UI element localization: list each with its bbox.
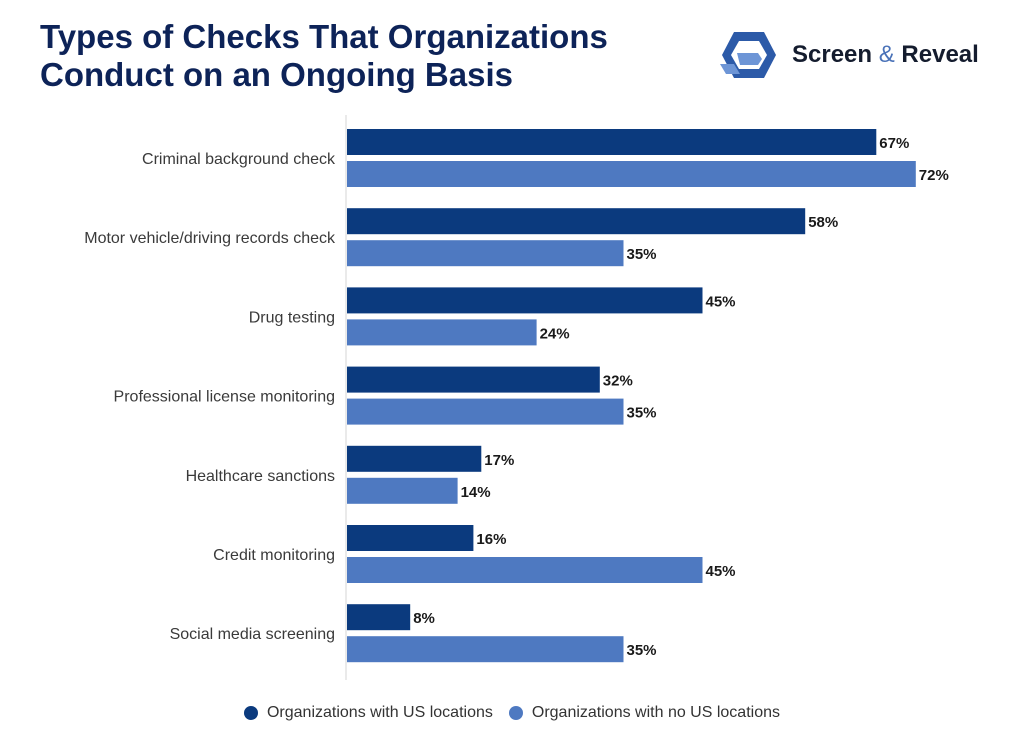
brand-logo: Screen & Reveal xyxy=(720,30,979,80)
category-label: Social media screening xyxy=(170,626,335,643)
bar-us xyxy=(347,366,600,393)
brand-name-part-2: Reveal xyxy=(901,41,979,68)
bar-non-us xyxy=(347,240,624,267)
legend-swatch-us xyxy=(243,706,258,720)
value-label-non-us: 35% xyxy=(627,642,657,659)
screen-reveal-logo-icon xyxy=(720,32,776,78)
chart-title: Types of Checks That Organizations Condu… xyxy=(40,18,680,94)
brand-name: Screen & Reveal xyxy=(792,41,979,69)
value-label-us: 45% xyxy=(706,293,736,310)
legend-swatch-non-us xyxy=(508,706,523,720)
value-label-us: 16% xyxy=(476,531,506,548)
category-label: Motor vehicle/driving records check xyxy=(84,230,336,247)
bar-non-us xyxy=(347,161,916,187)
value-label-non-us: 24% xyxy=(540,325,570,342)
legend-label-us: Organizations with US locations xyxy=(266,704,493,721)
bar-non-us xyxy=(347,319,537,346)
bar-us xyxy=(347,445,482,472)
legend-item-us: Organizations with US locations xyxy=(243,704,493,722)
chart-legend: Organizations with US locations Organiza… xyxy=(0,704,1024,722)
category-label: Professional license monitoring xyxy=(114,389,335,406)
value-label-non-us: 72% xyxy=(919,167,949,184)
bar-non-us xyxy=(347,477,458,504)
brand-ampersand: & xyxy=(878,41,895,68)
value-label-non-us: 35% xyxy=(627,246,657,263)
chart-title-line-2: Conduct on an Ongoing Basis xyxy=(40,56,513,93)
bar-us xyxy=(347,287,703,314)
value-label-non-us: 45% xyxy=(706,563,736,580)
category-label: Criminal background check xyxy=(142,151,336,168)
legend-label-non-us: Organizations with no US locations xyxy=(531,704,780,721)
legend-item-non-us: Organizations with no US locations xyxy=(508,704,780,722)
bar-non-us xyxy=(347,636,624,663)
bar-us xyxy=(347,129,877,155)
category-label: Healthcare sanctions xyxy=(186,468,335,485)
bar-non-us xyxy=(347,398,624,425)
category-label: Credit monitoring xyxy=(213,547,335,564)
value-label-us: 8% xyxy=(413,610,435,627)
bar-chart: Criminal background check 67% 72% Motor veh… xyxy=(84,115,949,680)
chart-title-line-1: Types of Checks That Organizations xyxy=(40,18,608,55)
bar-us xyxy=(347,208,806,235)
value-label-us: 17% xyxy=(484,452,514,469)
value-label-non-us: 35% xyxy=(627,405,657,422)
value-label-non-us: 14% xyxy=(461,484,491,501)
bar-us xyxy=(347,525,474,551)
bar-us xyxy=(347,604,411,631)
value-label-us: 32% xyxy=(603,373,633,390)
value-label-us: 58% xyxy=(808,214,838,231)
brand-name-part-1: Screen xyxy=(792,41,873,68)
bars-layer: Criminal background check 67% 72% Motor veh… xyxy=(84,129,949,663)
value-label-us: 67% xyxy=(879,135,909,152)
bar-non-us xyxy=(347,557,703,583)
category-label: Drug testing xyxy=(249,309,335,326)
